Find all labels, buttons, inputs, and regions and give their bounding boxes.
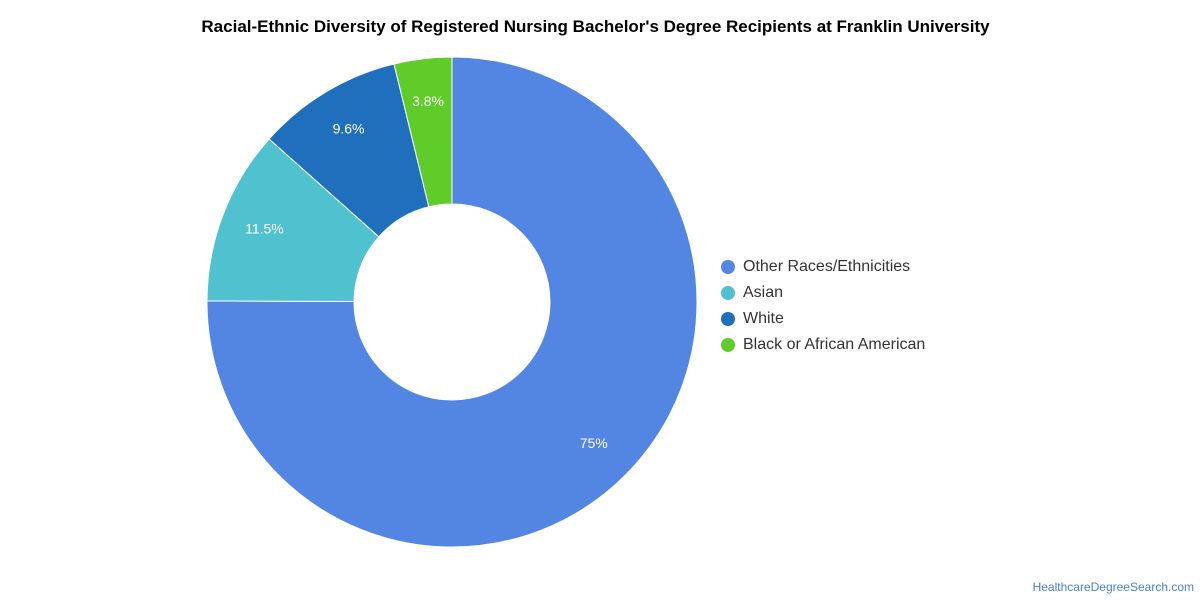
slice-other-races[interactable] [206, 56, 698, 548]
legend-item-asian[interactable]: Asian [721, 280, 925, 306]
source-credit-link[interactable]: HealthcareDegreeSearch.com [1032, 580, 1194, 594]
slice-label-black: 3.8% [412, 93, 444, 109]
legend-swatch-black [721, 338, 735, 352]
legend-item-other-races[interactable]: Other Races/Ethnicities [721, 254, 925, 280]
slice-label-asian: 11.5% [245, 221, 284, 237]
chart-title: Racial-Ethnic Diversity of Registered Nu… [201, 17, 990, 36]
legend-label-white: White [743, 310, 784, 327]
slice-label-white: 9.6% [333, 120, 365, 136]
legend-item-white[interactable]: White [721, 306, 925, 332]
legend-label-other-races: Other Races/Ethnicities [743, 258, 911, 275]
legend-swatch-white [721, 312, 735, 326]
legend-label-black: Black or African American [743, 336, 926, 353]
legend: Other Races/Ethnicities Asian White Blac… [721, 254, 925, 358]
legend-swatch-other-races [721, 260, 735, 274]
slice-asian[interactable] [206, 138, 380, 303]
slice-black[interactable] [393, 56, 453, 208]
legend-item-black[interactable]: Black or African American [721, 332, 925, 358]
slice-label-other-races: 75% [580, 435, 608, 451]
legend-label-asian: Asian [743, 284, 784, 301]
legend-swatch-asian [721, 286, 735, 300]
